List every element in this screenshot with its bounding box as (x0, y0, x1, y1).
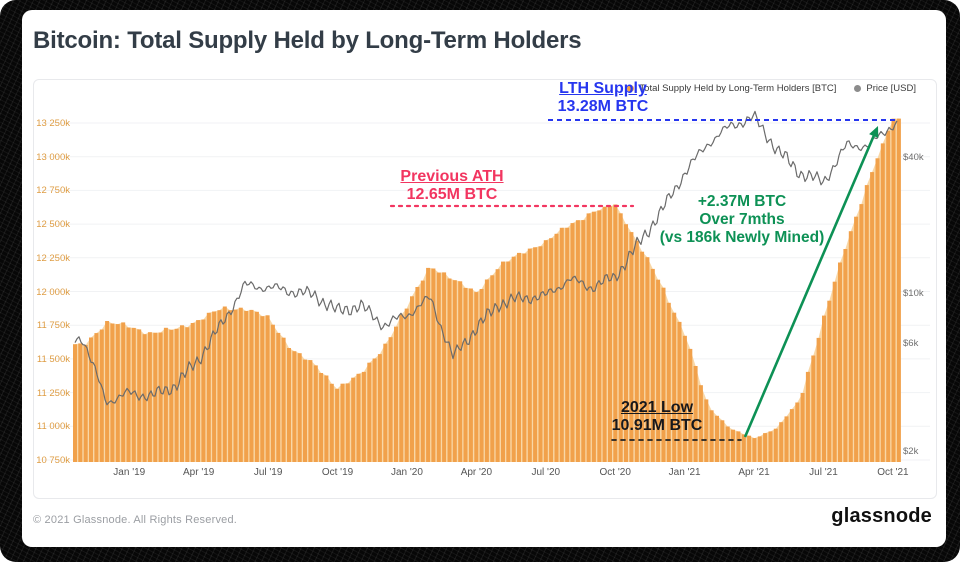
annotation-previous-ath-title: Previous ATH (400, 168, 504, 185)
annotation-2021-low: 2021 Low 10.91M BTC (596, 399, 718, 435)
y-axis-left-tick-label: 13 250k (36, 118, 70, 129)
x-axis-tick-label: Oct '21 (877, 467, 909, 478)
page-title: Bitcoin: Total Supply Held by Long-Term … (33, 27, 582, 54)
x-axis-tick-label: Jan '20 (390, 467, 423, 478)
x-axis-tick-label: Jan '19 (113, 467, 146, 478)
y-axis-left-tick-label: 12 500k (36, 219, 70, 231)
y-axis-right-tick-label: $2k (903, 445, 919, 457)
annotation-supply-gain: +2.37M BTC Over 7mths (vs 186k Newly Min… (647, 193, 837, 247)
annotation-previous-ath: Previous ATH 12.65M BTC (390, 168, 514, 204)
x-axis-tick-label: Oct '19 (321, 467, 354, 478)
annotation-2021-low-title: 2021 Low (620, 399, 694, 416)
y-axis-left-tick-label: 12 000k (36, 286, 70, 298)
x-axis-tick-label: Jul '21 (809, 467, 838, 478)
y-axis-left-tick-label: 12 250k (36, 252, 70, 264)
annotation-supply-gain-line3: (vs 186k Newly Mined) (659, 229, 825, 246)
lth-supply-series-dot-icon (627, 85, 635, 92)
y-axis-left-tick-label: 11 000k (36, 421, 70, 433)
x-axis-tick-label: Apr '20 (460, 467, 493, 478)
annotation-lth-supply: LTH Supply 13.28M BTC (543, 80, 663, 116)
annotation-lth-supply-value: 13.28M BTC (557, 98, 649, 115)
legend-item-label: Total Supply Held by Long-Term Holders [… (639, 83, 837, 94)
x-axis-tick-label: Oct '20 (599, 467, 631, 478)
legend-item-label: Price [USD] (866, 83, 916, 94)
legend-item-price[interactable]: Price [USD] (854, 83, 916, 94)
glassnode-logo: glassnode (831, 505, 932, 527)
y-axis-right-tick-label: $10k (903, 288, 924, 299)
y-axis-left-tick-label: 11 500k (36, 353, 70, 365)
y-axis-left-tick-label: 11 250k (36, 387, 70, 399)
y-axis-right-tick-label: $6k (903, 338, 919, 350)
y-axis-right-tick-label: $40k (903, 152, 924, 164)
chart-panel (33, 79, 937, 499)
price-series-dot-icon (854, 85, 862, 92)
annotation-lth-supply-title: LTH Supply (559, 80, 647, 97)
annotation-2021-low-value: 10.91M BTC (611, 417, 703, 434)
y-axis-left-tick-label: 11 750k (36, 320, 70, 332)
copyright-text: © 2021 Glassnode. All Rights Reserved. (33, 514, 238, 526)
annotation-supply-gain-line1: +2.37M BTC (697, 193, 787, 210)
annotation-supply-gain-line2: Over 7mths (699, 211, 785, 228)
x-axis-tick-label: Apr '19 (183, 467, 215, 478)
legend-item-lth-supply[interactable]: Total Supply Held by Long-Term Holders [… (627, 83, 836, 94)
y-axis-left-tick-label: 13 000k (36, 151, 70, 163)
y-axis-left-tick-label: 12 750k (36, 185, 70, 197)
chart-legend: Total Supply Held by Long-Term Holders [… (627, 83, 916, 94)
annotation-previous-ath-value: 12.65M BTC (406, 186, 498, 203)
x-axis-tick-label: Jul '19 (253, 467, 283, 478)
x-axis-tick-label: Apr '21 (738, 467, 770, 478)
x-axis-tick-label: Jul '20 (531, 467, 561, 478)
x-axis-tick-label: Jan '21 (668, 467, 701, 478)
y-axis-left-tick-label: 10 750k (36, 455, 70, 466)
